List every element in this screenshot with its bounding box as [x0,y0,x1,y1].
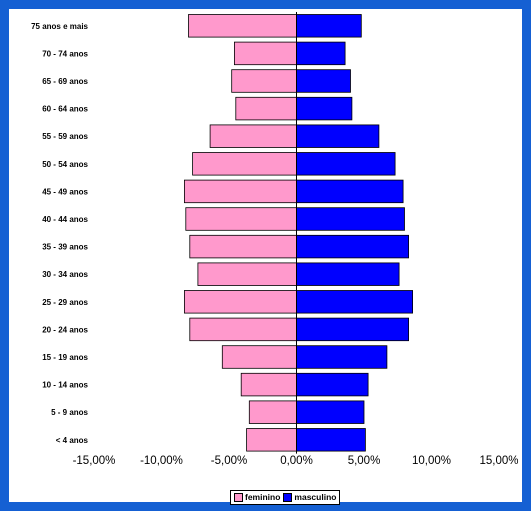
legend-item-feminino: feminino [234,493,280,502]
legend-item-masculino: masculino [283,493,336,502]
bar-feminino-3 [235,96,298,121]
age-group-label: 30 - 34 anos [42,270,88,279]
x-tick-label: -10,00% [140,455,183,467]
bar-masculino-10 [296,290,413,314]
legend-label-feminino: feminino [245,492,281,503]
x-tick-label: 10,00% [412,455,451,467]
bar-feminino-10 [183,290,297,314]
bar-feminino-14 [248,400,298,424]
bar-masculino-2 [296,69,351,93]
bar-feminino-4 [209,124,297,148]
age-group-label: 75 anos e mais [31,22,88,31]
x-tick-label: -5,00% [211,455,247,467]
age-group-label: 60 - 64 anos [42,105,88,114]
bar-feminino-11 [189,317,297,342]
age-group-label: 55 - 59 anos [42,132,88,141]
age-group-label: 45 - 49 anos [42,187,88,196]
bar-masculino-14 [296,400,365,424]
bar-feminino-8 [189,234,297,259]
bar-masculino-6 [296,179,404,204]
bar-masculino-8 [296,234,409,259]
bar-masculino-12 [296,345,388,369]
bar-masculino-3 [296,96,353,121]
bar-masculino-4 [296,124,380,148]
legend-swatch-feminino [234,493,243,502]
bar-feminino-15 [246,428,297,452]
bar-masculino-15 [296,428,366,452]
population-pyramid-chart: 75 anos e mais 70 - 74 anos 65 - 69 anos 60… [31,12,519,467]
bar-feminino-1 [233,41,297,66]
age-group-label: 40 - 44 anos [42,215,88,224]
bar-feminino-7 [185,207,297,231]
bar-feminino-6 [183,179,297,204]
age-group-label: < 4 anos [56,436,89,445]
bar-feminino-9 [197,262,297,286]
x-tick-label: 0,00% [280,455,313,467]
x-tick-label: 5,00% [348,455,381,467]
bar-masculino-1 [296,41,346,66]
bar-feminino-0 [188,14,297,38]
x-tick-label: -15,00% [73,455,116,467]
age-group-label: 70 - 74 anos [42,49,88,58]
age-group-label: 20 - 24 anos [42,325,88,334]
bar-feminino-5 [192,152,297,176]
chart-legend: feminino masculino [230,490,341,505]
age-group-label: 65 - 69 anos [42,77,88,86]
legend-swatch-masculino [283,493,293,502]
age-group-label: 15 - 19 anos [42,353,88,362]
x-tick-label: 15,00% [479,455,518,467]
bar-masculino-0 [296,14,362,38]
age-group-label: 25 - 29 anos [42,298,88,307]
chart-panel: 75 anos e mais 70 - 74 anos 65 - 69 anos 60… [9,9,522,505]
bar-feminino-13 [240,372,297,397]
age-group-label: 5 - 9 anos [51,408,88,417]
age-group-label: 50 - 54 anos [42,160,88,169]
bar-masculino-9 [296,262,400,286]
age-group-label: 35 - 39 anos [42,243,88,252]
bar-feminino-2 [231,69,297,93]
bar-masculino-13 [296,372,369,397]
age-group-label: 10 - 14 anos [42,381,88,390]
bar-feminino-12 [221,345,298,369]
bar-masculino-7 [296,207,405,231]
bar-masculino-5 [296,152,396,176]
legend-label-masculino: masculino [294,492,337,503]
bar-masculino-11 [296,317,409,342]
